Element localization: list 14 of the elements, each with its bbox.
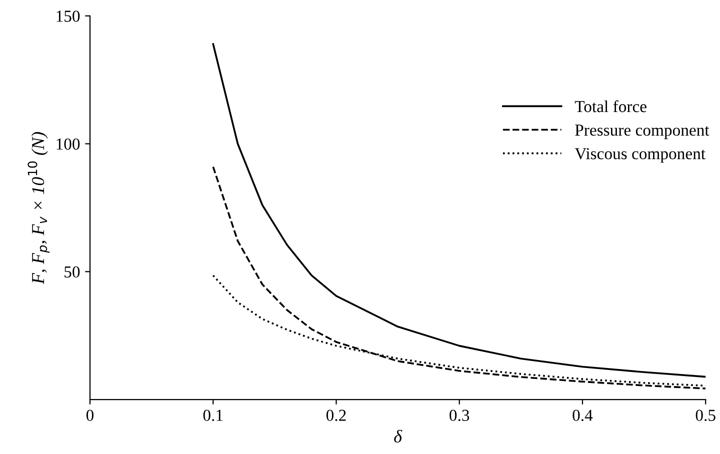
y-tick-label: 50 (64, 266, 80, 278)
x-tick-label: 0.1 (203, 410, 223, 422)
x-tick-label: 0 (86, 410, 94, 421)
x-tick-label: 0.2 (326, 410, 346, 422)
x-tick-label: 0.4 (572, 410, 593, 422)
legend-label: Total force (574, 100, 646, 112)
x-tick-label: 0.5 (696, 410, 716, 422)
y-tick-label: 150 (56, 10, 80, 22)
x-tick-label: 0.3 (450, 410, 470, 422)
x-axis-title: δ (394, 430, 402, 443)
legend-label: Pressure component (575, 124, 710, 140)
y-axis-title: F, F$_{p}$, F$_{v}$ × 10$^{10}$ (N) (28, 132, 50, 284)
legend-label: Viscous component (574, 148, 706, 163)
y-tick-label: 100 (56, 138, 80, 150)
